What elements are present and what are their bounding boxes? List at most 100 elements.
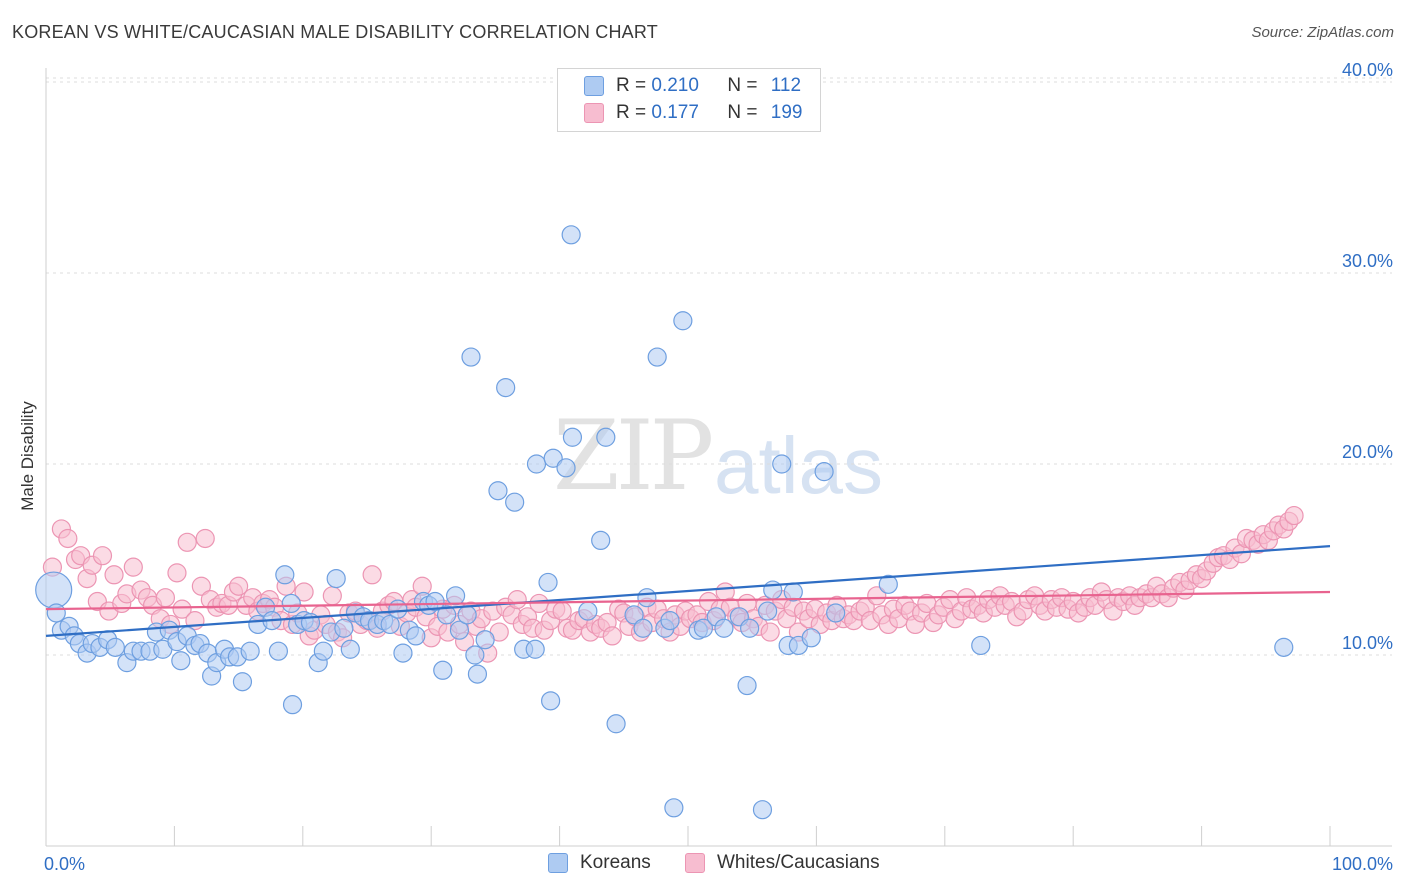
white-point	[92, 546, 113, 566]
legend-r-value: 0.177	[651, 102, 699, 123]
korean-point	[282, 695, 303, 715]
korean-point	[505, 492, 525, 512]
korean-point	[772, 454, 792, 474]
tick-labels: 10.0% 20.0% 30.0% 40.0% 0.0% 100.0%	[44, 60, 1393, 874]
trend-line-koreans	[45, 545, 1331, 637]
korean-point	[596, 427, 616, 447]
korean-point	[488, 481, 508, 501]
white-point	[195, 528, 215, 549]
korean-point	[801, 628, 821, 648]
korean-point	[425, 591, 445, 612]
korean-point	[437, 605, 457, 625]
x-tick-label: 100.0%	[1332, 854, 1393, 874]
white-point	[322, 586, 342, 606]
korean-point	[406, 626, 426, 646]
korean-point	[758, 601, 778, 621]
legend-n-label: N =	[727, 75, 763, 96]
series-whites-caucasians	[42, 505, 1304, 663]
y-tick-label: 20.0%	[1342, 442, 1393, 462]
white-point	[155, 588, 176, 608]
legend-n-label: N =	[727, 102, 763, 123]
white-point	[507, 590, 527, 610]
korean-point	[624, 605, 644, 625]
korean-point	[171, 651, 191, 671]
korean-point	[826, 603, 846, 623]
y-tick-label: 40.0%	[1342, 60, 1393, 80]
korean-point	[693, 618, 714, 638]
white-point	[602, 626, 622, 646]
korean-point	[637, 588, 657, 608]
korean-point	[105, 637, 125, 657]
korean-point	[752, 800, 773, 820]
legend-swatch-whites	[685, 853, 705, 873]
white-point	[1284, 505, 1304, 526]
series-legend: Koreans Whites/Caucasians	[0, 852, 1406, 876]
legend-swatch-koreans	[584, 76, 604, 96]
korean-point	[578, 601, 598, 621]
korean-point	[971, 635, 991, 656]
korean-point	[461, 347, 481, 367]
watermark-atlas: atlas	[714, 421, 883, 510]
white-point	[177, 532, 197, 552]
korean-point	[35, 571, 73, 609]
x-tick-label: 0.0%	[44, 854, 85, 874]
korean-point	[526, 454, 547, 474]
legend-item-whites[interactable]: Whites/Caucasians	[685, 852, 880, 874]
korean-point	[46, 603, 66, 623]
korean-point	[538, 572, 558, 593]
korean-point	[633, 618, 653, 638]
white-point	[362, 565, 382, 585]
korean-point	[393, 643, 413, 663]
korean-point	[433, 660, 453, 680]
korean-point	[465, 645, 485, 665]
chart-title: KOREAN VS WHITE/CAUCASIAN MALE DISABILIT…	[12, 22, 658, 42]
axes	[45, 68, 1392, 847]
korean-point	[496, 378, 516, 398]
korean-point	[467, 664, 488, 684]
legend-swatch-koreans	[548, 853, 568, 873]
korean-point	[878, 574, 898, 594]
korean-point	[714, 618, 734, 638]
korean-point	[475, 630, 495, 650]
korean-point	[388, 599, 408, 619]
legend-r-label: R =	[616, 102, 652, 123]
legend-item-koreans[interactable]: Koreans	[548, 852, 651, 874]
korean-point	[1274, 637, 1294, 657]
y-tick-label: 30.0%	[1342, 251, 1393, 271]
korean-point	[326, 568, 346, 589]
korean-point	[561, 225, 581, 245]
korean-point	[334, 618, 354, 638]
korean-point	[457, 605, 477, 625]
korean-point	[562, 427, 583, 447]
korean-point	[591, 530, 611, 551]
korean-point	[814, 462, 834, 482]
korean-point	[281, 593, 301, 614]
trend-lines	[45, 545, 1331, 637]
korean-point	[449, 620, 470, 640]
korean-point	[445, 586, 466, 606]
white-point	[123, 557, 143, 577]
korean-point	[737, 675, 757, 696]
legend-r-label: R =	[616, 75, 652, 96]
white-point	[172, 599, 192, 619]
korean-point	[740, 618, 760, 638]
korean-point	[556, 458, 576, 478]
korean-point	[543, 448, 563, 468]
korean-point	[664, 798, 684, 818]
y-tick-label: 10.0%	[1342, 633, 1393, 653]
korean-point	[380, 614, 400, 635]
white-point	[58, 528, 78, 549]
korean-point	[313, 641, 333, 661]
white-point	[760, 622, 780, 642]
legend-n-value: 112	[770, 75, 802, 96]
series-koreans	[35, 225, 1294, 820]
white-point	[552, 601, 572, 621]
korean-point	[275, 565, 295, 585]
korean-point	[660, 611, 680, 631]
white-point	[167, 563, 187, 583]
korean-point	[240, 641, 260, 661]
white-point	[867, 586, 887, 606]
white-point	[294, 582, 314, 602]
korean-point	[606, 714, 626, 734]
